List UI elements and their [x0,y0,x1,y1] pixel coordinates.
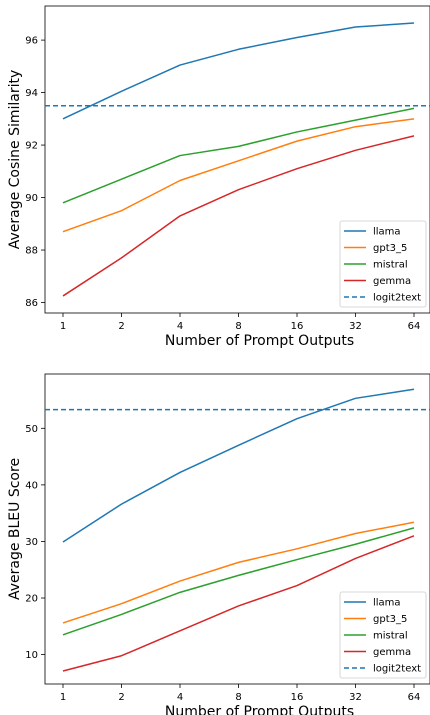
y-tick-label: 50 [25,424,38,435]
x-tick-label: 32 [349,692,362,703]
x-tick-label: 1 [60,692,66,703]
legend-label-gemma: gemma [373,276,411,287]
y-tick-label: 94 [25,88,38,99]
x-axis-label: Number of Prompt Outputs [165,704,354,715]
legend-box [339,220,427,308]
x-tick-label: 64 [408,321,421,332]
y-tick-label: 10 [25,650,38,661]
x-tick-label: 64 [408,692,421,703]
legend-label-mistral: mistral [373,260,408,271]
chart-panel-2: 1 2 4 8 16 32 64 10 20 30 40 50 Number of Prompt Out… [7,373,430,715]
legend-box [339,591,427,679]
y-axis-label: Average BLEU Score [7,458,23,600]
x-tick-label: 8 [235,321,241,332]
x-tick-label: 2 [118,692,124,703]
legend-label-logit2text: logit2text [373,293,421,304]
chart-panel-1: 1 2 4 8 16 32 64 86 88 90 92 94 96 Number of Prompt O… [7,5,430,349]
y-tick-label: 40 [25,480,38,491]
y-tick-label: 92 [25,141,38,152]
x-tick-label: 16 [291,321,304,332]
y-axis-label: Average Cosine Similarity [7,70,23,250]
y-tick-label: 90 [25,193,38,204]
x-tick-label: 8 [235,692,241,703]
plot-frame [44,5,430,314]
y-tick-label: 86 [25,298,38,309]
legend-label-gpt3_5: gpt3_5 [373,243,407,254]
x-tick-label: 4 [177,321,183,332]
legend-label-gemma: gemma [373,647,411,658]
y-tick-label: 20 [25,594,38,605]
series-line-mistral [62,107,415,204]
x-tick-label: 1 [60,321,66,332]
legend-label-logit2text: logit2text [373,664,421,675]
series-line-gpt3_5 [62,118,415,233]
x-tick-label: 2 [118,321,124,332]
series-line-llama [62,388,415,543]
x-tick-label: 32 [349,321,362,332]
legend-label-gpt3_5: gpt3_5 [373,614,407,625]
legend-label-llama: llama [373,227,401,238]
plot-frame [44,373,430,685]
y-tick-label: 88 [25,246,38,257]
x-tick-label: 16 [291,692,304,703]
legend-label-mistral: mistral [373,631,408,642]
x-tick-label: 4 [177,692,183,703]
y-tick-label: 30 [25,537,38,548]
y-tick-label: 96 [25,36,38,47]
x-axis-label: Number of Prompt Outputs [165,333,354,349]
series-line-llama [62,22,415,120]
legend-label-llama: llama [373,598,401,609]
